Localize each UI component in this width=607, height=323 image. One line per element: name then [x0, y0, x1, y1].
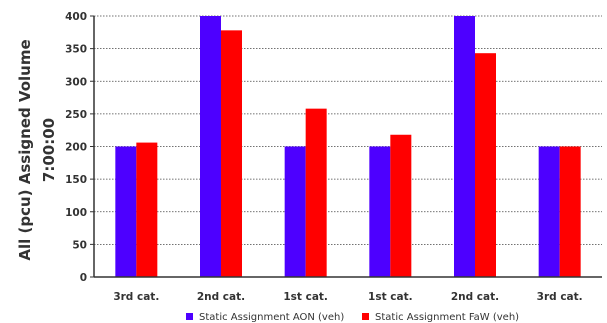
bar-faw	[390, 134, 412, 277]
bar-aon	[369, 146, 391, 277]
bar-faw	[136, 142, 158, 277]
y-tick-label: 350	[65, 44, 87, 56]
bar-faw	[305, 108, 327, 277]
axes	[93, 16, 602, 278]
legend-label-aon: Static Assignment AON (veh)	[199, 312, 344, 323]
x-tick-labels: 3rd cat. 2nd cat. 1st cat. 1st cat. 2nd cat.…	[113, 291, 582, 303]
bar-aon	[454, 16, 475, 277]
bar-aon	[115, 146, 137, 277]
bar-faw	[559, 146, 581, 277]
x-tick-label: 3rd cat.	[113, 291, 159, 303]
x-tick-label: 2nd cat.	[197, 291, 245, 303]
x-tick-label: 1st cat.	[283, 291, 328, 303]
y-tick-label: 0	[80, 272, 87, 284]
y-axis-title-line-2: 7:00:00	[40, 118, 58, 182]
gridlines	[90, 15, 602, 278]
y-axis-title-line-1: All (pcu) Assigned Volume	[16, 39, 34, 260]
y-tick-label: 150	[65, 174, 87, 186]
legend-swatch-faw	[362, 313, 369, 320]
bar-aon	[200, 16, 221, 277]
y-tick-label: 400	[65, 11, 87, 23]
legend-swatch-aon	[186, 313, 193, 320]
y-tick-label: 250	[65, 109, 87, 121]
x-tick-label: 2nd cat.	[451, 291, 499, 303]
x-tick-label: 1st cat.	[368, 291, 413, 303]
bar-aon	[538, 146, 560, 277]
y-tick-label: 200	[65, 142, 87, 154]
y-tick-label: 50	[72, 239, 87, 251]
y-tick-label: 100	[65, 207, 87, 219]
x-tick-label: 3rd cat.	[537, 291, 583, 303]
y-axis-title: All (pcu) Assigned Volume 7:00:00	[16, 39, 58, 260]
legend-label-faw: Static Assignment FaW (veh)	[375, 312, 519, 323]
y-tick-labels: 0 50 100 150 200 250 300 350 400	[65, 11, 87, 284]
legend: Static Assignment AON (veh) Static Assign…	[186, 312, 519, 323]
y-tick-label: 300	[65, 76, 87, 88]
bars	[115, 16, 581, 278]
bar-faw	[475, 53, 496, 277]
bar-aon	[284, 146, 306, 277]
bar-faw	[221, 30, 242, 278]
